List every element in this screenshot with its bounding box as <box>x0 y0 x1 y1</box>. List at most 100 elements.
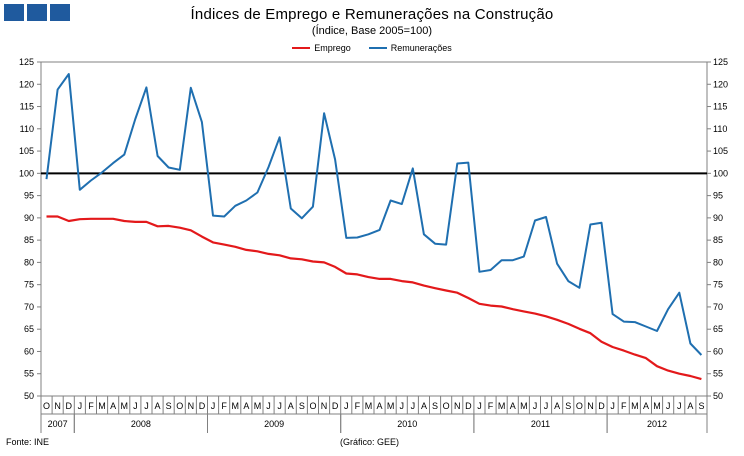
month-label: J <box>211 401 216 411</box>
credit-note: (Gráfico: GEE) <box>340 437 400 447</box>
year-label: 2012 <box>647 419 667 429</box>
y-tick-label-left: 100 <box>19 168 34 178</box>
y-tick-label-right: 70 <box>713 302 723 312</box>
source-note: Fonte: INE <box>6 437 50 447</box>
y-tick-label-right: 100 <box>713 168 728 178</box>
month-label: O <box>309 401 316 411</box>
logo-block-3 <box>50 4 70 21</box>
month-label: A <box>510 401 516 411</box>
month-label: J <box>533 401 538 411</box>
month-label: M <box>121 401 129 411</box>
y-tick-label-left: 80 <box>24 257 34 267</box>
y-tick-label-left: 120 <box>19 79 34 89</box>
month-label: O <box>443 401 450 411</box>
month-label: J <box>144 401 149 411</box>
month-label: M <box>387 401 395 411</box>
month-label: F <box>88 401 94 411</box>
y-tick-label-right: 80 <box>713 257 723 267</box>
month-label: A <box>288 401 294 411</box>
month-label: N <box>54 401 61 411</box>
logo-block-2 <box>27 4 47 21</box>
year-label: 2007 <box>48 419 68 429</box>
series-line-remuneracoes <box>45 73 703 356</box>
y-tick-label-right: 65 <box>713 324 723 334</box>
month-label: A <box>377 401 383 411</box>
month-label: J <box>266 401 271 411</box>
y-tick-label-right: 75 <box>713 280 723 290</box>
year-label: 2009 <box>264 419 284 429</box>
month-label: S <box>166 401 172 411</box>
y-tick-label-left: 75 <box>24 280 34 290</box>
month-label: D <box>199 401 206 411</box>
y-tick-label-left: 110 <box>20 124 34 134</box>
logo-block-1 <box>4 4 24 21</box>
y-tick-label-right: 50 <box>713 391 723 401</box>
month-label: J <box>400 401 405 411</box>
plot-frame <box>40 61 708 397</box>
month-label: A <box>687 401 693 411</box>
series-line-emprego <box>46 215 702 381</box>
y-tick-label-right: 55 <box>713 369 723 379</box>
month-label: D <box>465 401 472 411</box>
legend-swatch-remuneracoes <box>368 47 387 49</box>
legend-item-remuneracoes: Remunerações <box>368 43 452 53</box>
y-tick-label-left: 70 <box>24 302 34 312</box>
month-label: F <box>621 401 627 411</box>
month-label: F <box>221 401 227 411</box>
month-label: D <box>66 401 73 411</box>
year-label: 2011 <box>531 419 550 429</box>
month-label: N <box>321 401 328 411</box>
year-label: 2008 <box>131 419 151 429</box>
month-label: M <box>631 401 639 411</box>
y-tick-label-left: 90 <box>24 213 34 223</box>
y-tick-label-right: 125 <box>713 57 728 67</box>
month-label: M <box>365 401 373 411</box>
month-label: J <box>277 401 282 411</box>
month-label: S <box>299 401 305 411</box>
month-label: O <box>176 401 183 411</box>
month-label: A <box>243 401 249 411</box>
month-label: M <box>520 401 528 411</box>
month-label: O <box>576 401 583 411</box>
month-label: J <box>344 401 349 411</box>
y-tick-label-right: 90 <box>713 213 723 223</box>
year-label: 2010 <box>397 419 417 429</box>
legend-swatch-emprego <box>292 47 311 49</box>
month-label: N <box>454 401 461 411</box>
legend-label-remuneracoes: Remunerações <box>390 43 452 53</box>
month-label: J <box>477 401 482 411</box>
month-label: F <box>488 401 494 411</box>
month-label: M <box>98 401 106 411</box>
month-label: O <box>43 401 50 411</box>
month-label: S <box>565 401 571 411</box>
month-label: F <box>355 401 361 411</box>
y-tick-label-left: 105 <box>19 146 34 156</box>
month-label: M <box>232 401 240 411</box>
month-label: S <box>432 401 438 411</box>
month-label: M <box>653 401 661 411</box>
y-tick-label-right: 115 <box>713 102 727 112</box>
y-tick-label-right: 105 <box>713 146 728 156</box>
y-tick-label-left: 85 <box>24 235 34 245</box>
chart-legend: Emprego Remunerações <box>0 43 744 53</box>
y-tick-label-left: 55 <box>24 369 34 379</box>
month-label: J <box>677 401 682 411</box>
month-label: M <box>498 401 506 411</box>
y-tick-label-left: 50 <box>24 391 34 401</box>
y-tick-label-right: 110 <box>713 124 727 134</box>
month-label: N <box>587 401 594 411</box>
month-label: J <box>78 401 83 411</box>
brand-logo <box>4 4 70 21</box>
y-tick-label-left: 125 <box>19 57 34 67</box>
month-label: J <box>133 401 138 411</box>
month-label: J <box>544 401 549 411</box>
month-label: A <box>421 401 427 411</box>
month-label: A <box>155 401 161 411</box>
month-label: J <box>411 401 416 411</box>
month-label: J <box>666 401 671 411</box>
y-tick-label-left: 60 <box>24 346 34 356</box>
month-label: N <box>188 401 195 411</box>
y-tick-label-left: 65 <box>24 324 34 334</box>
month-label: A <box>554 401 560 411</box>
